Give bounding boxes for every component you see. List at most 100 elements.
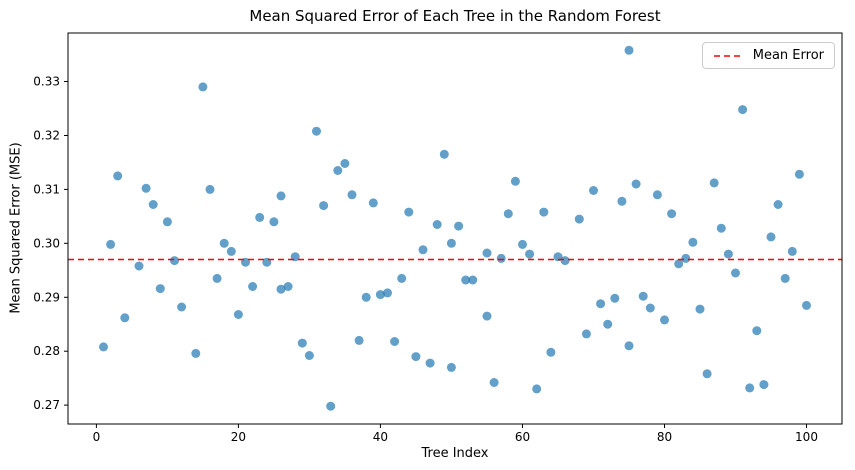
scatter-point (340, 159, 350, 168)
x-tick-label: 40 (373, 430, 388, 444)
scatter-point (539, 207, 549, 217)
scatter-point (503, 209, 513, 219)
y-tick-label: 0.31 (33, 182, 60, 196)
scatter-point (745, 383, 755, 393)
scatter-point (688, 237, 698, 247)
scatter-point (170, 256, 179, 266)
scatter-point (326, 401, 336, 411)
chart-title: Mean Squared Error of Each Tree in the R… (249, 7, 661, 25)
scatter-point (802, 300, 811, 310)
scatter-point (716, 223, 726, 233)
scatter-point (312, 126, 321, 136)
scatter-point (276, 284, 286, 294)
x-tick-label: 0 (93, 430, 101, 444)
scatter-point (638, 291, 648, 301)
y-axis-label: Mean Squared Error (MSE) (8, 142, 24, 314)
scatter-point (191, 348, 201, 358)
y-tick-label: 0.30 (33, 236, 60, 250)
scatter-point (759, 380, 769, 390)
scatter-point (177, 302, 187, 312)
scatter-point (617, 196, 627, 206)
scatter-point (361, 292, 371, 302)
scatter-point (425, 358, 435, 368)
scatter-point (354, 335, 364, 345)
scatter-point (233, 310, 243, 319)
scatter-point (695, 304, 705, 314)
scatter-point (631, 179, 641, 189)
scatter-point (461, 275, 471, 285)
scatter-point (525, 249, 535, 259)
scatter-point (283, 282, 293, 291)
scatter-point (489, 378, 499, 387)
scatter-point (404, 207, 414, 217)
scatter-point (397, 273, 407, 283)
scatter-point (148, 200, 158, 209)
scatter-point (645, 303, 655, 313)
scatter-point (667, 209, 677, 219)
scatter-point (510, 176, 520, 186)
scatter-point (468, 275, 478, 285)
scatter-point (155, 284, 165, 294)
scatter-point (702, 369, 712, 379)
legend: Mean Error (701, 42, 835, 69)
scatter-point (681, 253, 691, 263)
scatter-point (198, 82, 208, 92)
scatter-point (560, 256, 570, 266)
scatter-point (652, 190, 662, 200)
scatter-point (120, 313, 130, 323)
y-tick-label: 0.28 (33, 344, 60, 358)
scatter-point (624, 341, 634, 351)
scatter-point (581, 329, 591, 339)
scatter-point (99, 342, 108, 352)
scatter-point (411, 352, 421, 362)
scatter-point (255, 212, 265, 222)
scatter-point (766, 232, 776, 242)
scatter-point (269, 217, 279, 227)
scatter-point (304, 351, 314, 360)
x-tick-label: 20 (231, 430, 246, 444)
scatter-point (574, 214, 584, 224)
x-tick-label: 80 (657, 430, 672, 444)
y-tick-label: 0.29 (33, 290, 60, 304)
scatter-point (205, 184, 215, 194)
scatter-point (333, 166, 343, 175)
scatter-point (660, 315, 669, 325)
scatter-point (787, 246, 797, 256)
scatter-point (248, 282, 258, 291)
scatter-point (439, 149, 449, 159)
scatter-point (610, 293, 620, 303)
scatter-point (780, 273, 790, 283)
x-axis-label: Tree Index (421, 446, 489, 461)
x-tick-label: 60 (515, 430, 530, 444)
scatter-point (113, 171, 123, 181)
mean-line-swatch (713, 54, 744, 57)
scatter-point (773, 200, 783, 209)
scatter-point (518, 239, 527, 249)
scatter-point (383, 288, 392, 298)
scatter-point (219, 238, 229, 248)
scatter-point (624, 45, 634, 55)
scatter-point (319, 201, 329, 211)
scatter-point (446, 238, 456, 248)
scatter-point (532, 384, 542, 394)
scatter-point (482, 311, 492, 321)
scatter-point (212, 273, 222, 283)
scatter-point (589, 186, 598, 195)
scatter-point (347, 190, 357, 200)
scatter-point (723, 249, 733, 259)
y-tick-label: 0.32 (33, 129, 60, 143)
scatter-point (738, 105, 748, 115)
scatter-point (674, 259, 684, 269)
y-tick-label: 0.33 (33, 75, 60, 89)
scatter-point (496, 253, 506, 263)
scatter-point (375, 290, 385, 300)
scatter-point (709, 178, 719, 188)
x-tick-label: 100 (795, 430, 818, 444)
scatter-point (226, 246, 236, 256)
scatter-point (752, 326, 762, 336)
scatter-point (390, 337, 400, 346)
scatter-point (276, 191, 286, 201)
axes-spines (67, 32, 843, 425)
